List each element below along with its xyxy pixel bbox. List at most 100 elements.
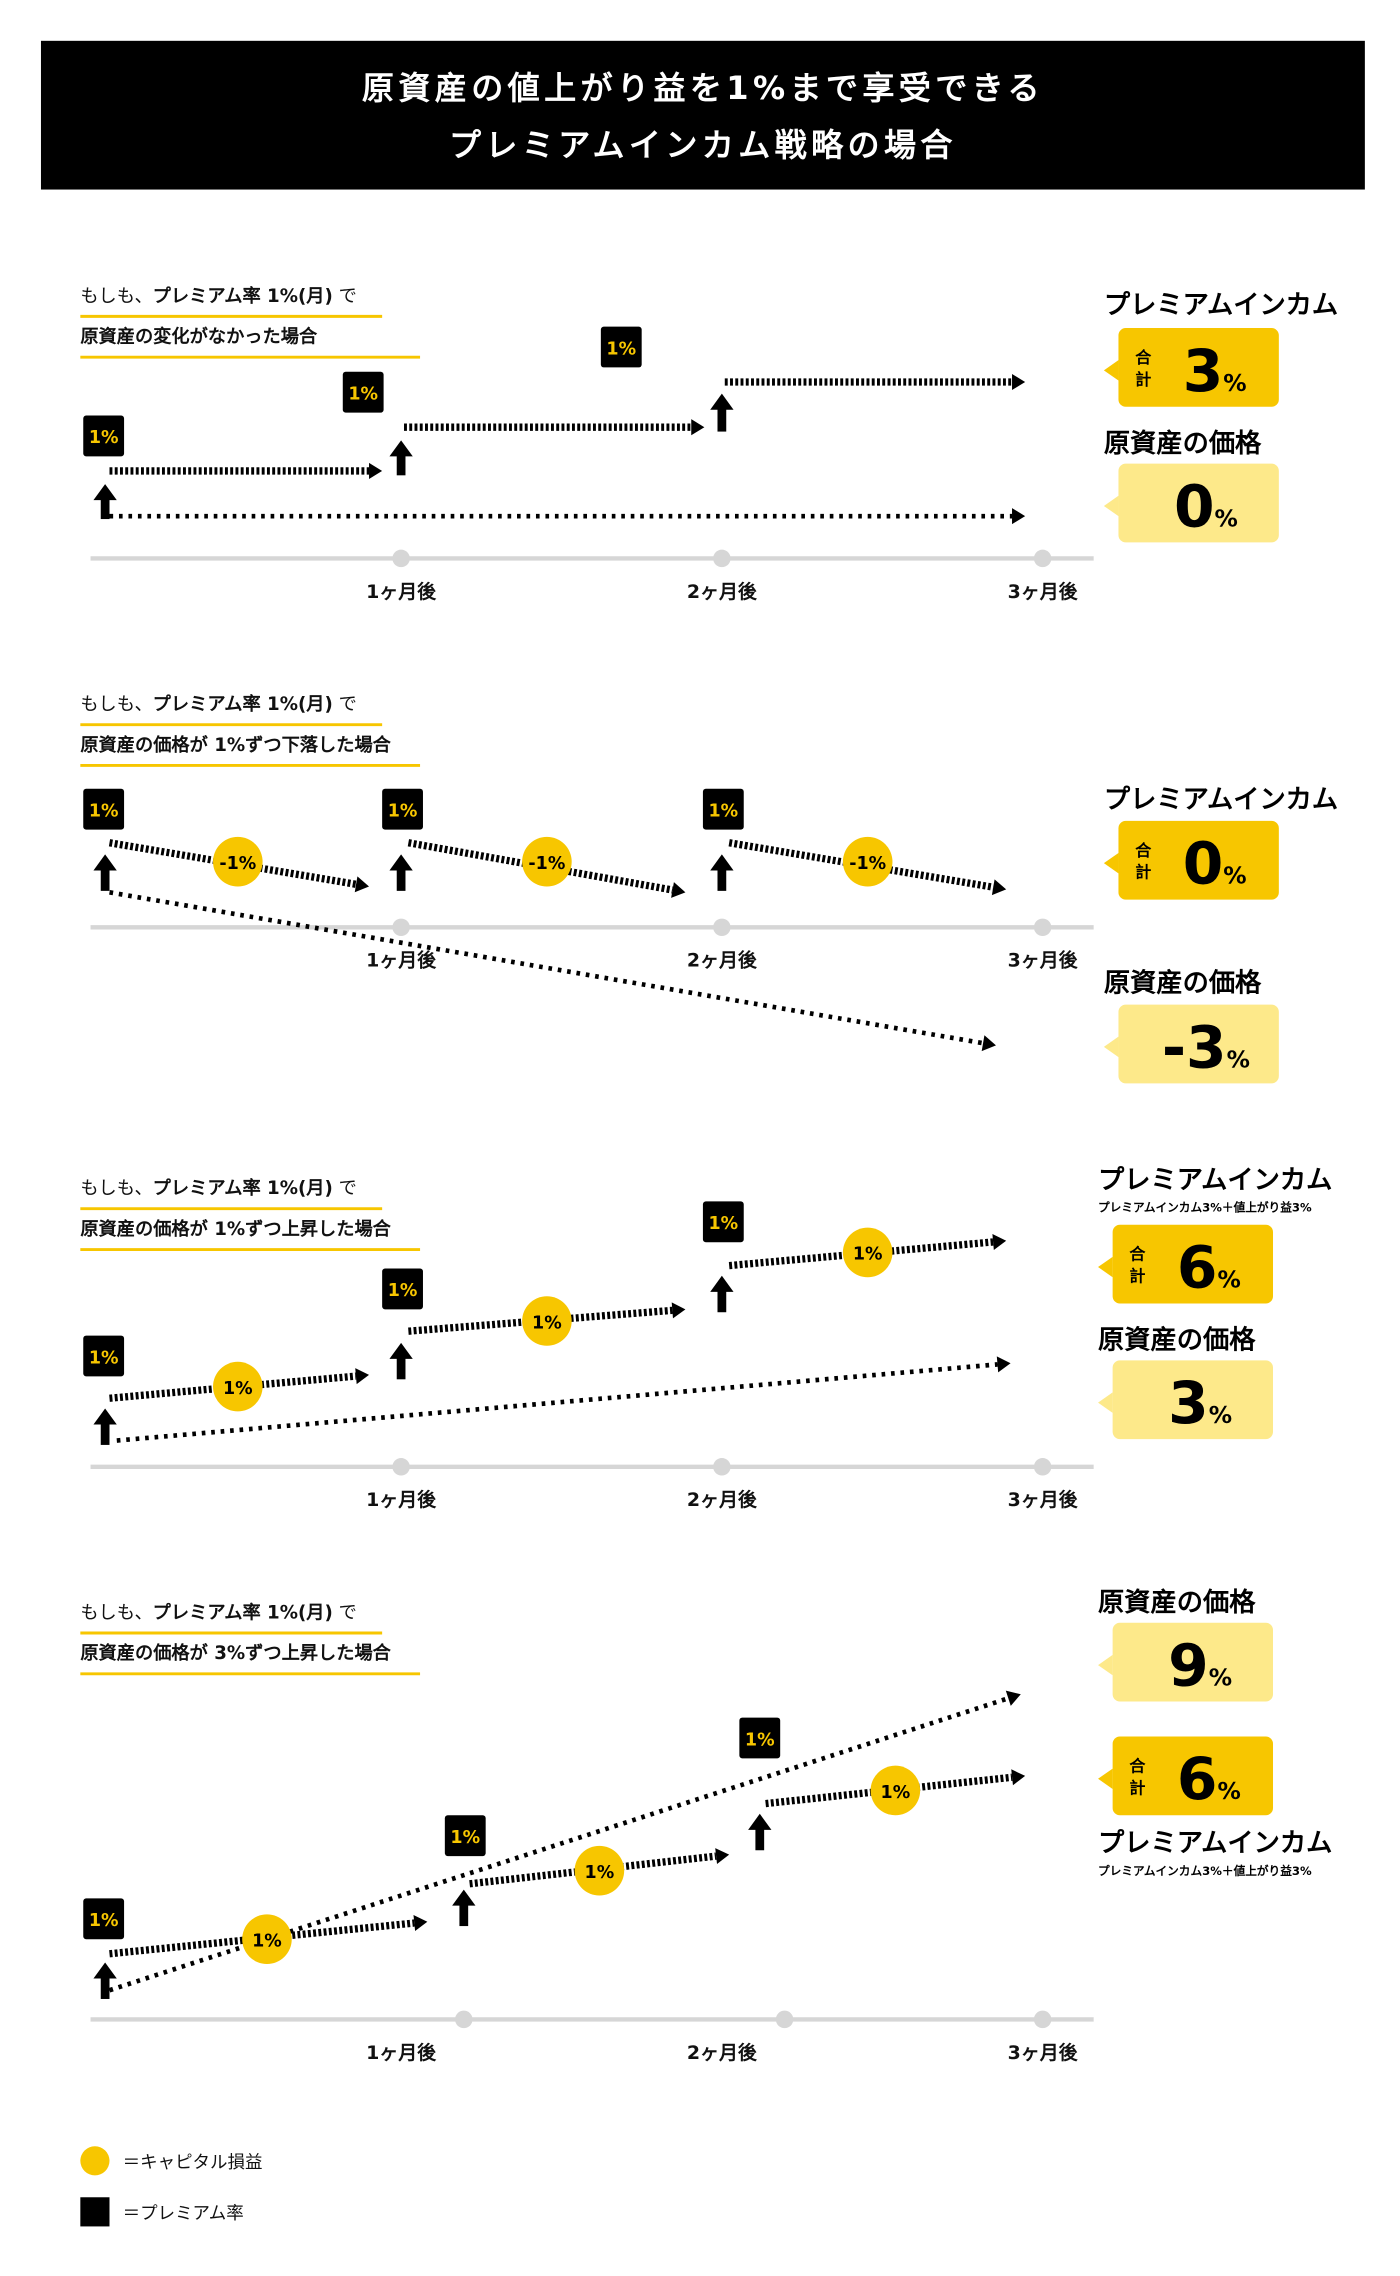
caption-prefix: もしも、 [80,1602,152,1623]
premium-badge-bg [382,1268,423,1310]
premium-badge-bg [382,788,423,830]
caption-bold: プレミアム率 1%(月) [153,1601,333,1623]
axis-label-1: 1ヶ月後 [366,580,437,603]
scenario-caption-line2: 原資産の価格が 3%ずつ上昇した場合 [80,1642,391,1664]
up-arrow-shaft [717,406,727,432]
premium-badge-bg [83,1898,125,1940]
capital-gain-marker: -1% [842,836,893,887]
premium-badge-bg [702,1201,744,1243]
premium-badge-label: 1% [388,802,418,822]
up-arrow-icon [389,1342,413,1380]
premium-segment-1 [108,839,370,893]
value-unit: % [1217,1266,1240,1293]
income-total-callout-bg [1118,820,1279,900]
value-unit: % [1209,1402,1232,1429]
premium-segment-2-line [407,839,674,894]
premium-badge-label: 1% [89,1911,119,1931]
income-subtitle: プレミアムインカム3%＋値上がり益3% [1098,1201,1312,1215]
income-total-callout-pointer [1103,360,1119,381]
income-total-callout-bg [1112,1736,1274,1816]
price-callout-pointer [1098,1654,1113,1676]
price-callout-bg [1112,1622,1274,1702]
premium-segment-1 [109,1368,370,1402]
income-total-callout-value: 6% [1177,1745,1241,1813]
axis-tick [775,2010,794,2029]
legend-premium-icon [80,2197,110,2227]
value-number: 0 [1183,830,1224,898]
legend-capital-icon [80,2146,110,2176]
up-arrow-shaft [100,1421,110,1445]
capital-gain-circle [870,1765,921,1816]
total-label-2: 計 [1129,1267,1145,1286]
caption-bold: プレミアム率 1%(月) [153,693,333,715]
value-number: 9 [1168,1631,1209,1699]
capital-gain-circle [213,1361,263,1412]
axis-label-2: 2ヶ月後 [687,949,758,972]
capital-gain-marker: 1% [213,1361,263,1412]
price-callout-value: 3% [1168,1369,1232,1437]
value-number: 6 [1177,1233,1218,1301]
capital-gain-marker: 1% [574,1845,625,1896]
price-callout-bg [1112,1360,1274,1440]
up-arrow-icon [93,1962,117,1999]
premium-segment-2 [407,839,686,898]
scenario-caption-line1: もしも、プレミアム率 1%(月) で [80,285,357,307]
scenario-caption-line1: もしも、プレミアム率 1%(月) で [80,1177,357,1199]
capital-gain-label: -1% [219,854,256,874]
up-arrow-icon [748,1813,772,1851]
up-arrow-head [389,1342,413,1359]
premium-badge: 1% [444,1815,486,1857]
axis-label-1: 1ヶ月後 [366,2041,437,2064]
up-arrow-head [93,1408,117,1425]
up-arrow-head [389,854,413,871]
income-total-callout-pointer [1103,852,1119,874]
arrowhead-icon [992,1233,1007,1250]
price-callout-value: -3% [1162,1013,1250,1081]
arrowhead-icon [354,876,370,893]
up-arrow-head [389,440,413,457]
up-arrow-shaft [755,1826,765,1851]
premium-badge-bg [342,371,384,413]
total-label-2: 計 [1135,370,1151,389]
premium-badge-bg [702,788,744,830]
scenario-caption-line2: 原資産の価格が 1%ずつ下落した場合 [80,734,391,756]
axis-label-3: 3ヶ月後 [1008,949,1079,972]
price-callout-value: 9% [1168,1631,1232,1699]
axis-tick [1033,918,1052,937]
price-callout-value: 0% [1174,472,1238,540]
premium-segment-2 [404,419,705,436]
axis-tick [713,918,731,937]
premium-badge-bg [83,788,125,830]
header-title-line1: 原資産の値上がり益を1%まで享受できる [362,69,1044,107]
premium-badge: 1% [702,788,744,830]
up-arrow-head [748,1813,772,1830]
capital-gain-label: 1% [585,1863,615,1883]
caption-prefix: もしも、 [80,694,152,715]
value-unit: % [1223,863,1246,890]
axis-tick [455,2010,473,2029]
arrowhead-icon [369,462,383,479]
arrowhead-icon [1011,1769,1026,1786]
capital-gain-label: 1% [532,1313,562,1333]
arrowhead-icon [715,1848,730,1865]
premium-badge-bg [600,326,642,368]
value-unit: % [1209,1664,1232,1691]
axis-label-1: 1ヶ月後 [366,1488,437,1511]
price-title: 原資産の価格 [1098,1325,1256,1356]
price-callout: 0% [1103,463,1279,543]
premium-badge-label: 1% [708,802,738,822]
up-arrow-icon [389,440,413,476]
up-arrow-icon [452,1889,476,1927]
scenario-caption-line1: もしも、プレミアム率 1%(月) で [80,1601,357,1623]
up-arrow-shaft [100,867,110,891]
income-title: プレミアムインカム [1104,290,1338,320]
value-number: -3 [1162,1013,1227,1081]
capital-gain-label: 1% [252,1931,282,1951]
capital-gain-circle [242,1914,292,1964]
axis-tick [1033,549,1052,568]
premium-badge-label: 1% [89,428,119,448]
premium-segment-2-line [469,1852,717,1888]
value-number: 3 [1168,1369,1209,1437]
premium-badge-label: 1% [388,1281,418,1301]
capital-gain-label: -1% [849,854,886,874]
